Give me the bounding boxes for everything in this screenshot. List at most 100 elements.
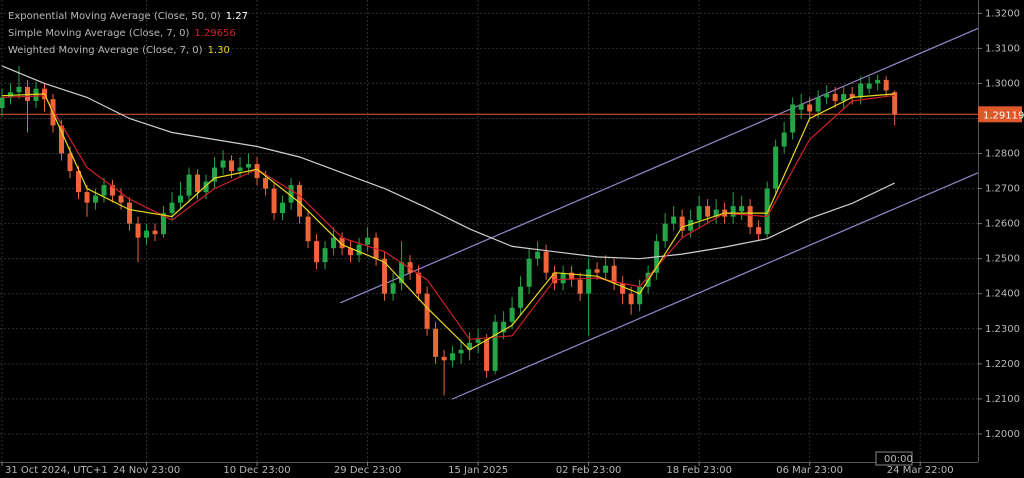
candle-body [433,328,439,357]
candle-body [764,188,770,235]
legend-entry: Simple Moving Average (Close, 7, 0) 1.296… [8,28,236,39]
candle-body [577,279,583,294]
y-tick-label: 1.2800 [985,149,1020,160]
x-tick-label: 24 Mar 22:00 [887,465,954,476]
candle-body [16,86,22,93]
x-tick-label: 29 Dec 23:00 [334,465,401,476]
candle-body [390,283,396,294]
candle-body [696,206,702,221]
candle-body [679,216,685,231]
candle-body [586,269,592,294]
candle-body [858,83,864,98]
candle-body [288,185,294,203]
x-tick-label: 18 Feb 23:00 [666,465,732,476]
candle-body [671,216,677,224]
x-tick-label: 24 Nov 23:00 [113,465,180,476]
candle-body [0,97,5,108]
candle-body [246,164,252,168]
candle-body [178,195,184,203]
candle-body [807,104,813,112]
candle-body [373,237,379,259]
candle-body [713,209,719,217]
legend-name: Simple Moving Average (Close, 7, 0) [8,28,189,39]
candle-body [314,241,320,263]
candle-body [271,188,277,214]
x-tick-label: 02 Feb 23:00 [556,465,622,476]
candle-body [730,206,736,217]
candle-body [628,293,634,305]
candle-body [399,262,405,284]
y-tick-label: 1.3000 [985,78,1020,89]
x-tick-label: 15 Jan 2025 [448,465,508,476]
legend-name: Weighted Moving Average (Close, 7, 0) [8,45,203,56]
y-tick-label: 1.2500 [985,254,1020,265]
candle-body [220,160,226,168]
legend-value: 1.30 [208,45,230,56]
candle-body [535,251,541,259]
candle-body [883,79,889,91]
y-tick-label: 1.2600 [985,219,1020,230]
candle-body [705,206,711,217]
candle-body [365,237,371,245]
candle-body [841,93,847,101]
candle-body [560,272,566,284]
candle-body [815,97,821,112]
candle-body [849,93,855,98]
candle-body [773,146,779,189]
candle-body [212,167,218,182]
candle-body [875,79,881,84]
candle-body [790,104,796,133]
candle-body [339,237,345,249]
crosshair-label: 00:00 [884,454,913,465]
candle-body [237,167,243,172]
candle-body [467,342,473,350]
candle-body [739,206,745,212]
legend-value: 1.29656 [194,28,235,39]
candle-body [620,283,626,294]
candle-body [637,286,643,305]
candle-body [382,258,388,294]
candle-body [152,230,158,235]
y-tick-label: 1.2400 [985,289,1020,300]
legend-entry: Exponential Moving Average (Close, 50, 0… [8,11,248,22]
candle-body [526,258,532,287]
candle-body [450,353,456,361]
candle-body [441,356,447,361]
y-tick-label: 1.2000 [985,429,1020,440]
candle-body [93,195,99,203]
last-price-tag [978,106,1022,123]
ma-line [1,94,895,340]
candle-body [67,153,73,172]
x-tick-label: 31 Oct 2024, UTC+1 [5,465,108,476]
candle-body [832,93,838,101]
candle-body [458,349,464,354]
candle-body [280,202,286,214]
candle-body [59,125,65,154]
candle-body [509,307,515,322]
candle-body [356,244,362,256]
legend-entry: Weighted Moving Average (Close, 7, 0) 1.3… [8,45,230,56]
candle-body [475,339,481,343]
candle-body [756,227,762,235]
candle-body [552,272,558,284]
candle-body [424,293,430,329]
candle-body [331,237,337,249]
candle-body [781,132,787,147]
legend-name: Exponential Moving Average (Close, 50, 0… [8,11,221,22]
x-tick-label: 10 Dec 23:00 [223,465,290,476]
candle-body [25,86,31,101]
candle-body [348,248,354,256]
candle-body [322,248,328,263]
candle-body [662,223,668,242]
candle-body [263,178,269,189]
candle-body [569,272,575,280]
y-tick-label: 1.2100 [985,394,1020,405]
candle-body [407,262,413,273]
candle-body [518,286,524,308]
candle-body [824,93,830,98]
candle-body [84,192,90,203]
channel-line [451,172,979,400]
candle-body [416,272,422,294]
